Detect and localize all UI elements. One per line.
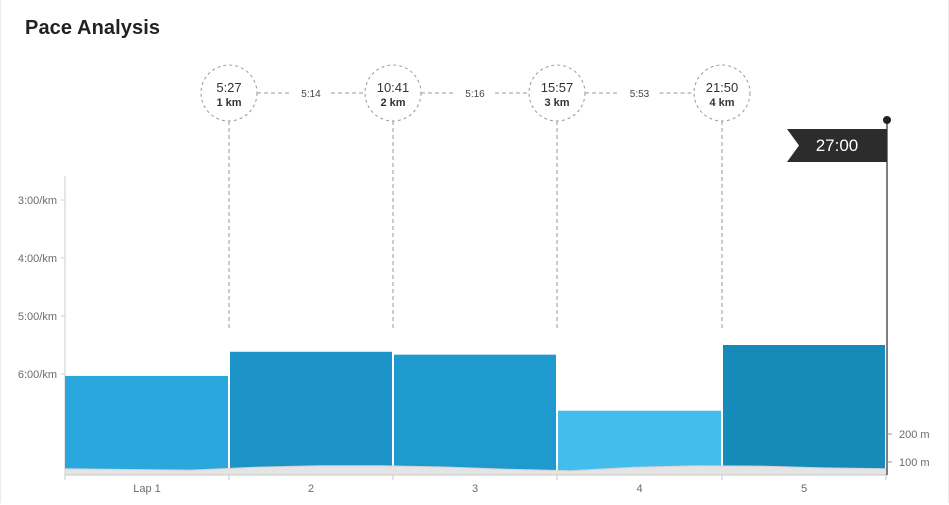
split-distance: 4 km xyxy=(709,97,734,109)
split-time: 21:50 xyxy=(706,80,739,95)
elevation-tick-label: 100 m xyxy=(899,457,930,469)
y-tick-label: 3:00/km xyxy=(18,195,57,207)
x-tick-label: 3 xyxy=(472,483,478,495)
pace-bar xyxy=(230,352,392,475)
split-time: 10:41 xyxy=(377,80,410,95)
finish-pole-dot xyxy=(883,116,891,124)
x-tick-label: 4 xyxy=(636,483,642,495)
split-time: 15:57 xyxy=(541,80,574,95)
between-split-pace: 5:14 xyxy=(301,89,321,100)
elevation-tick-label: 200 m xyxy=(899,429,930,441)
y-tick-label: 6:00/km xyxy=(18,369,57,381)
split-time: 5:27 xyxy=(216,80,241,95)
y-tick-label: 4:00/km xyxy=(18,253,57,265)
pace-bar xyxy=(65,376,228,475)
between-split-pace: 5:16 xyxy=(465,89,485,100)
y-tick-label: 5:00/km xyxy=(18,311,57,323)
split-distance: 1 km xyxy=(216,97,241,109)
x-tick-label: 5 xyxy=(801,483,807,495)
pace-bar xyxy=(394,355,556,475)
finish-time: 27:00 xyxy=(816,136,859,155)
split-distance: 3 km xyxy=(544,97,569,109)
split-distance: 2 km xyxy=(380,97,405,109)
x-tick-label: Lap 1 xyxy=(133,483,161,495)
pace-bar xyxy=(723,345,885,475)
x-tick-label: 2 xyxy=(308,483,314,495)
between-split-pace: 5:53 xyxy=(630,89,650,100)
